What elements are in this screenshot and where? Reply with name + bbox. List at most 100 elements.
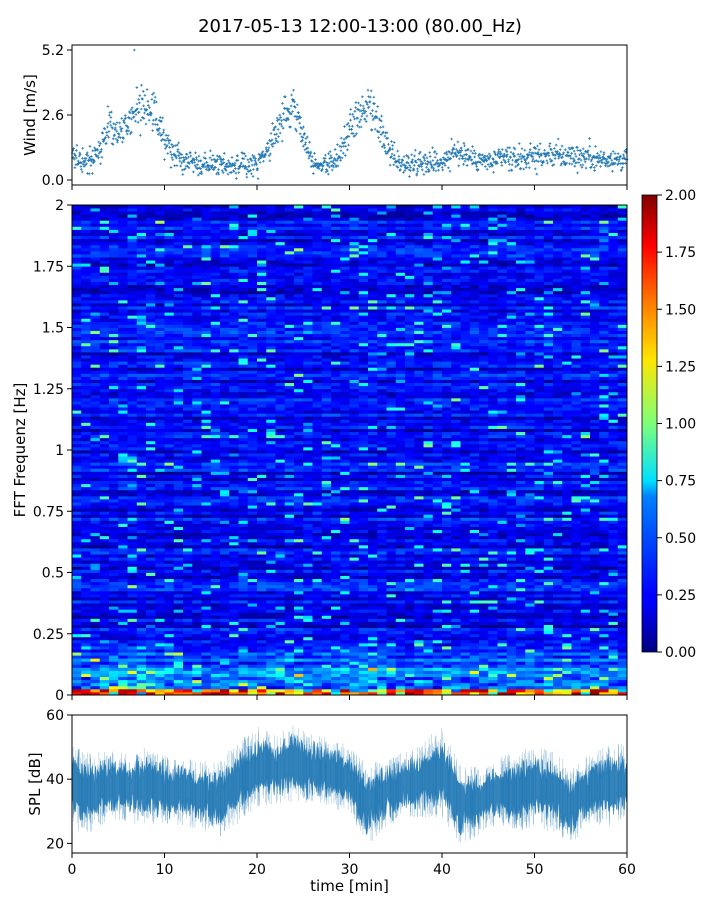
spectrogram-cell — [164, 664, 175, 668]
spectrogram-cell — [238, 646, 249, 650]
spectrogram-cell — [414, 642, 424, 647]
spectrogram-cell — [109, 649, 119, 653]
spectrogram-cell — [192, 544, 202, 549]
spectrogram-cell — [516, 597, 526, 601]
spectrogram-cell — [321, 566, 332, 570]
spectrogram-cell — [164, 517, 175, 521]
spectrogram-cell — [229, 538, 239, 543]
spectrogram-cell — [460, 603, 471, 607]
spectrogram-cell — [488, 624, 498, 629]
spectrogram-cell — [284, 621, 295, 625]
wind-point — [275, 116, 279, 120]
spectrogram-cell — [516, 551, 526, 555]
wind-point — [224, 169, 228, 172]
spectrogram-cell — [99, 646, 110, 650]
spectrogram-cell — [81, 578, 91, 583]
spectrogram-cell — [571, 652, 582, 656]
spectrogram-cell — [432, 557, 443, 561]
wind-point — [404, 164, 407, 168]
spectrogram-cell — [81, 624, 91, 629]
spectrogram-cell — [321, 685, 332, 690]
spectrogram-cell — [525, 612, 535, 616]
spectrogram-cell — [395, 658, 406, 662]
spectrogram-cell — [321, 517, 332, 521]
spectrogram-cell — [543, 554, 554, 558]
wind-point — [587, 157, 591, 161]
spectrogram-cell — [562, 587, 572, 592]
spectrogram-cell — [192, 538, 202, 543]
wind-point — [534, 159, 538, 162]
wind-point — [537, 148, 541, 151]
spectrogram-cell — [321, 569, 332, 573]
spectrogram-cell — [229, 590, 239, 595]
spectrogram-cell — [109, 590, 119, 595]
wind-point — [234, 167, 237, 170]
wind-point — [330, 168, 334, 172]
spectrogram-cell — [146, 667, 156, 671]
wind-point — [156, 123, 159, 126]
spectrogram-cell — [414, 655, 424, 659]
wind-point — [84, 157, 88, 160]
spectrogram-cell — [331, 667, 341, 671]
spectrogram-cell — [358, 581, 369, 586]
spectrogram-cell — [349, 544, 360, 549]
spectrogram-cell — [284, 630, 295, 635]
spectrogram-cell — [590, 621, 600, 625]
wind-point — [263, 155, 267, 159]
spectrogram-cell — [201, 630, 212, 635]
spectrogram-cell — [377, 621, 387, 625]
wind-point — [305, 135, 309, 139]
spectrogram-cell — [321, 590, 332, 595]
spectrogram-cell — [395, 649, 406, 653]
spectrogram-cell — [247, 633, 258, 638]
spectrogram-cell — [469, 535, 480, 540]
spectrogram-cell — [220, 670, 230, 674]
wind-point — [384, 152, 388, 155]
spectrogram-cell — [312, 563, 323, 567]
spectrogram-cell — [377, 630, 387, 635]
spectrogram-cell — [543, 600, 554, 604]
spectrogram-cell — [543, 621, 554, 625]
spectrogram-cell — [229, 597, 239, 601]
spectrogram-cell — [164, 575, 175, 580]
spectrogram-cell — [608, 685, 619, 690]
spectrogram-cell — [516, 603, 526, 607]
spectrogram-cell — [469, 615, 480, 619]
spectrogram-cell — [136, 526, 147, 531]
wind-point — [182, 160, 186, 164]
spectrogram-cell — [331, 655, 341, 659]
spectrogram-cell — [155, 612, 165, 616]
spectrogram-cell — [599, 688, 609, 693]
spectrogram-cell — [469, 572, 480, 576]
spectrogram-cell — [99, 691, 110, 696]
wind-point — [260, 154, 264, 157]
spectrogram-cell — [395, 511, 406, 515]
spectrogram-cell — [284, 511, 295, 515]
spectrogram-cell — [173, 569, 184, 573]
spectrogram-cell — [90, 655, 101, 659]
spectrogram-cell — [608, 621, 619, 625]
spectrogram-cell — [368, 569, 378, 573]
spectrogram-cell — [386, 575, 397, 580]
wind-point — [462, 141, 466, 145]
spectrogram-cell — [312, 603, 323, 607]
spectrogram-cell — [183, 597, 193, 601]
wind-point — [393, 153, 396, 157]
wind-point — [300, 127, 304, 131]
spectrogram-cell — [414, 652, 424, 656]
spectrogram-cell — [229, 563, 239, 567]
spectrogram-cell — [497, 661, 508, 665]
spectrogram-cell — [580, 679, 591, 684]
wind-point — [430, 165, 434, 168]
wind-point — [435, 152, 439, 156]
spectrogram-cell — [136, 575, 147, 580]
spectrogram-cell — [155, 655, 165, 659]
spectrogram-cell — [247, 578, 258, 583]
spectrogram-cell — [284, 667, 295, 671]
spectrogram-cell — [164, 633, 175, 638]
spectrogram-cell — [257, 535, 267, 540]
spectrogram-cell — [340, 655, 350, 659]
spectrogram-cell — [553, 560, 563, 564]
wind-point — [328, 165, 331, 169]
wind-point — [77, 161, 81, 165]
